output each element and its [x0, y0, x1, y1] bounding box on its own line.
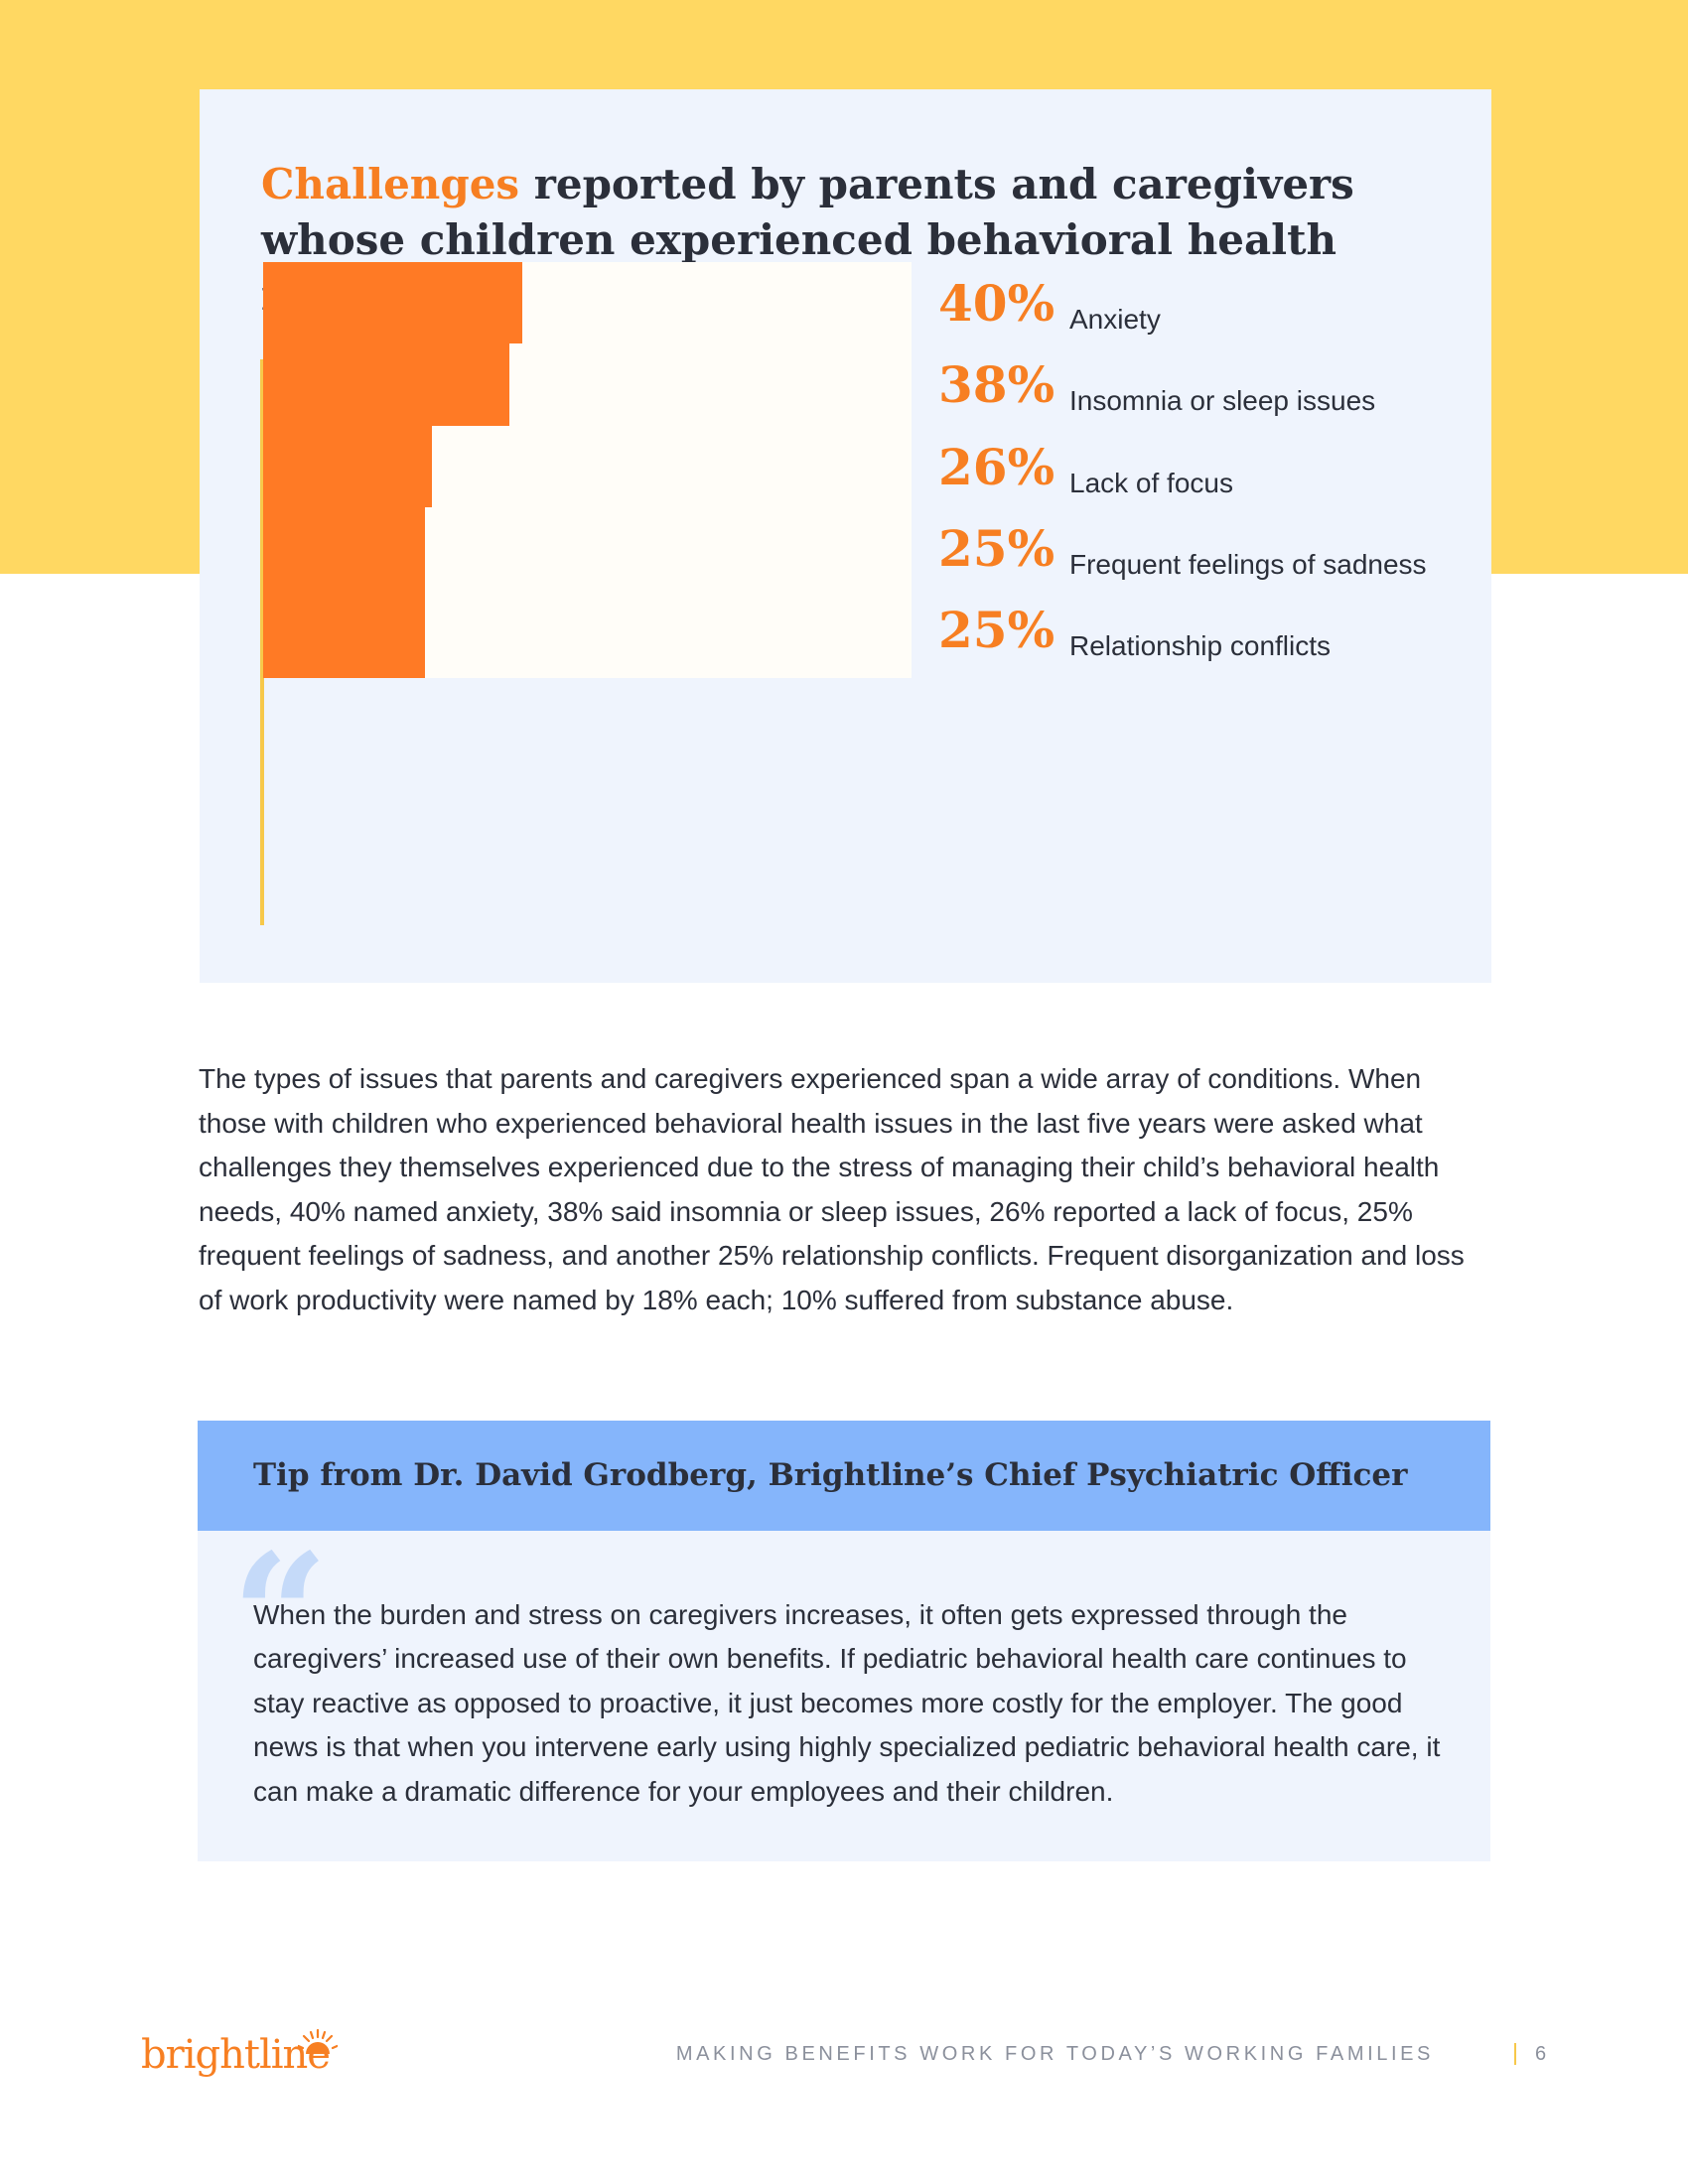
logo-text: brightline	[141, 2032, 331, 2078]
bar-row: 26% Lack of focus	[263, 426, 1455, 515]
bar-track	[263, 262, 912, 351]
bar-category-label: Anxiety	[1069, 304, 1161, 335]
bar-row: 38% Insomnia or sleep issues	[263, 343, 1455, 433]
bar	[263, 343, 509, 433]
tip-box: Tip from Dr. David Grodberg, Brightline’…	[198, 1421, 1490, 1861]
body-paragraph: The types of issues that parents and car…	[199, 1063, 1465, 1315]
bar-value-label: 38%	[938, 355, 1055, 414]
bar-category-label: Lack of focus	[1069, 468, 1233, 498]
footer-tagline: MAKING BENEFITS WORK FOR TODAY’S WORKING…	[675, 2043, 1434, 2065]
chart-card: Challenges reported by parents and careg…	[200, 89, 1491, 983]
bar-row: 25% Relationship conflicts	[263, 589, 1455, 678]
bar-row: 40% Anxiety	[263, 262, 1455, 351]
bar	[263, 262, 522, 351]
bar-track	[263, 589, 912, 678]
bar-value-label: 25%	[938, 519, 1055, 578]
sun-icon	[298, 2028, 338, 2054]
bar-value-label: 25%	[938, 601, 1055, 659]
bar-value-label: 26%	[938, 438, 1055, 496]
footer-divider	[1514, 2043, 1516, 2065]
tip-quote: When the burden and stress on caregivers…	[253, 1599, 1441, 1807]
chart-title-accent: Challenges	[261, 160, 520, 208]
bar-track	[263, 343, 912, 433]
bar-category-label: Insomnia or sleep issues	[1069, 385, 1376, 416]
bar-category-label: Relationship conflicts	[1069, 630, 1332, 661]
bar	[263, 507, 425, 597]
bar-track	[263, 426, 912, 515]
bar	[263, 589, 425, 678]
page-number: 6	[1535, 2043, 1547, 2065]
bar	[263, 426, 432, 515]
chart-baseline	[260, 359, 264, 925]
brightline-logo: brightline	[141, 2026, 340, 2086]
tip-title: Tip from Dr. David Grodberg, Brightline’…	[253, 1457, 1408, 1493]
bar-row: 25% Frequent feelings of sadness	[263, 507, 1455, 597]
bar-value-label: 40%	[938, 274, 1055, 333]
bar-category-label: Frequent feelings of sadness	[1069, 549, 1427, 580]
bar-track	[263, 507, 912, 597]
quote-mark-icon: “	[231, 1517, 329, 1715]
tip-header: Tip from Dr. David Grodberg, Brightline’…	[198, 1421, 1490, 1531]
